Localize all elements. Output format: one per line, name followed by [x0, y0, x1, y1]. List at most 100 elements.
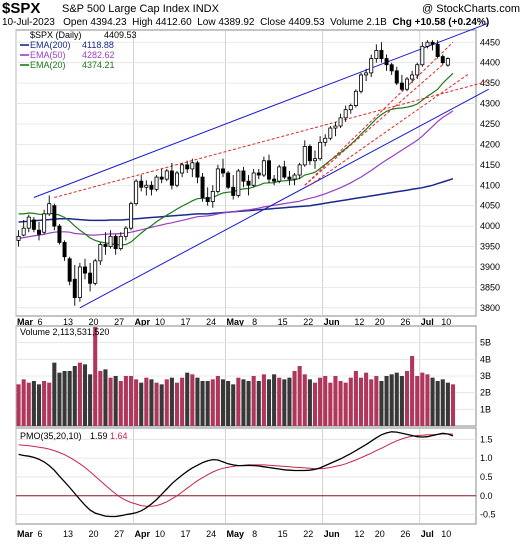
volume-bar: [93, 327, 98, 426]
legend-entry-name: EMA(50): [30, 50, 66, 60]
price-x-label: 8: [252, 317, 257, 327]
volume-bar: [231, 384, 236, 426]
candle-body: [210, 190, 215, 202]
candle-body: [159, 176, 164, 180]
candle-body: [98, 244, 103, 262]
volume-bar: [118, 381, 123, 426]
y-tick-label: 4400: [480, 58, 500, 68]
open-label: Open: [63, 17, 88, 28]
volume-bar: [282, 379, 287, 426]
pmo-line: [18, 431, 454, 518]
price-x-label: Mar: [17, 317, 34, 327]
volume-bar: [318, 377, 323, 426]
volume-panel-title: Volume 2,113,531,520: [20, 327, 109, 337]
legend-entry-name: EMA(200): [30, 40, 71, 50]
volume-bar: [369, 379, 374, 426]
open-value: 4394.23: [90, 17, 127, 28]
pmo-x-label: 22: [303, 529, 313, 539]
candle-body: [67, 258, 72, 282]
trendline-fan-3: [309, 73, 469, 186]
volume-bar: [200, 381, 205, 426]
y-tick-label: 4100: [480, 180, 500, 190]
candle-body: [267, 160, 271, 180]
candle-body: [297, 164, 302, 176]
volume-value: 2.1B: [366, 17, 387, 28]
candle-body: [88, 272, 93, 284]
candle-body: [139, 180, 144, 188]
volume-bar: [394, 372, 399, 426]
volume-bar: [67, 371, 72, 426]
price-panel: 3800 3850 3900 3950 4000 4050 4100 4150 4200 4250…: [15, 22, 500, 327]
candle-body: [72, 278, 77, 299]
volume-bar: [353, 371, 358, 426]
pmo-legend-value: 1.59: [90, 431, 108, 441]
volume-bar: [72, 366, 77, 426]
candle-body: [399, 82, 404, 90]
y-tick-label: 3950: [480, 242, 500, 252]
candle-body: [42, 213, 47, 233]
candle-body: [359, 74, 363, 92]
candle-body: [389, 64, 394, 72]
candle-body: [435, 43, 440, 57]
legend-entry-value: 4409.53: [104, 30, 137, 40]
volume-bar: [440, 379, 445, 426]
candle-body: [261, 160, 266, 176]
volume-bar: [128, 376, 134, 426]
volume-bar: [21, 379, 26, 426]
price-x-label: 10: [441, 317, 451, 327]
pmo-x-label: 17: [181, 529, 191, 539]
candle-body: [343, 109, 348, 119]
price-x-label: May: [227, 317, 245, 327]
volume-bar: [425, 374, 430, 426]
volume-bar: [266, 379, 272, 426]
volume-bar: [185, 372, 190, 426]
pmo-x-label: Jul: [421, 529, 434, 539]
price-x-label: Jul: [421, 317, 434, 327]
volume-bar: [82, 364, 88, 426]
candle-body: [175, 172, 179, 186]
candle-body: [323, 137, 328, 143]
candle-body: [318, 141, 323, 160]
y-tick-label: 4B: [480, 354, 491, 364]
legend-entry-name: EMA(20): [30, 60, 66, 70]
candle-body: [185, 164, 190, 170]
y-tick-label: 1.0: [480, 453, 493, 463]
pmo-panel: -0.5 0.0 0.5 1.0 1.5 PMO(35,20,10) 1.59 1.64 Mar…: [15, 427, 496, 539]
price-x-label: 22: [303, 317, 313, 327]
volume-bar: [261, 374, 266, 426]
pmo-x-label: 26: [400, 529, 410, 539]
volume-bar: [358, 377, 364, 426]
candle-body: [410, 74, 415, 80]
candle-body: [241, 170, 246, 182]
volume-bar: [399, 376, 404, 426]
candle-body: [37, 229, 41, 235]
candle-body: [236, 170, 241, 196]
candle-body: [415, 64, 420, 76]
price-x-label: 13: [63, 317, 73, 327]
candle-body: [420, 45, 425, 66]
candle-body: [83, 266, 87, 274]
legend-entry-value: 4374.21: [82, 60, 115, 70]
volume-bar: [297, 366, 302, 426]
pmo-x-label: Jun: [324, 529, 340, 539]
volume-bar: [277, 377, 282, 426]
candle-body: [169, 170, 174, 186]
candle-body: [302, 146, 307, 166]
candle-body: [231, 186, 236, 196]
volume-bar: [323, 376, 328, 426]
y-tick-label: 3800: [480, 303, 500, 313]
volume-bar: [88, 374, 93, 426]
y-tick-label: 4200: [480, 139, 500, 149]
volume-bar: [16, 384, 21, 426]
ticker-symbol: $SPX: [2, 0, 41, 17]
candle-body: [369, 58, 374, 74]
candle-body: [272, 178, 277, 182]
security-description: S&P 500 Large Cap Index INDX: [62, 3, 219, 15]
candle-body: [425, 41, 430, 47]
price-x-label: Jun: [324, 317, 340, 327]
candle-body: [440, 56, 445, 64]
candle-body: [205, 197, 210, 202]
volume-bar: [205, 381, 210, 426]
high-label: High: [132, 17, 153, 28]
y-tick-label: 3850: [480, 282, 500, 292]
